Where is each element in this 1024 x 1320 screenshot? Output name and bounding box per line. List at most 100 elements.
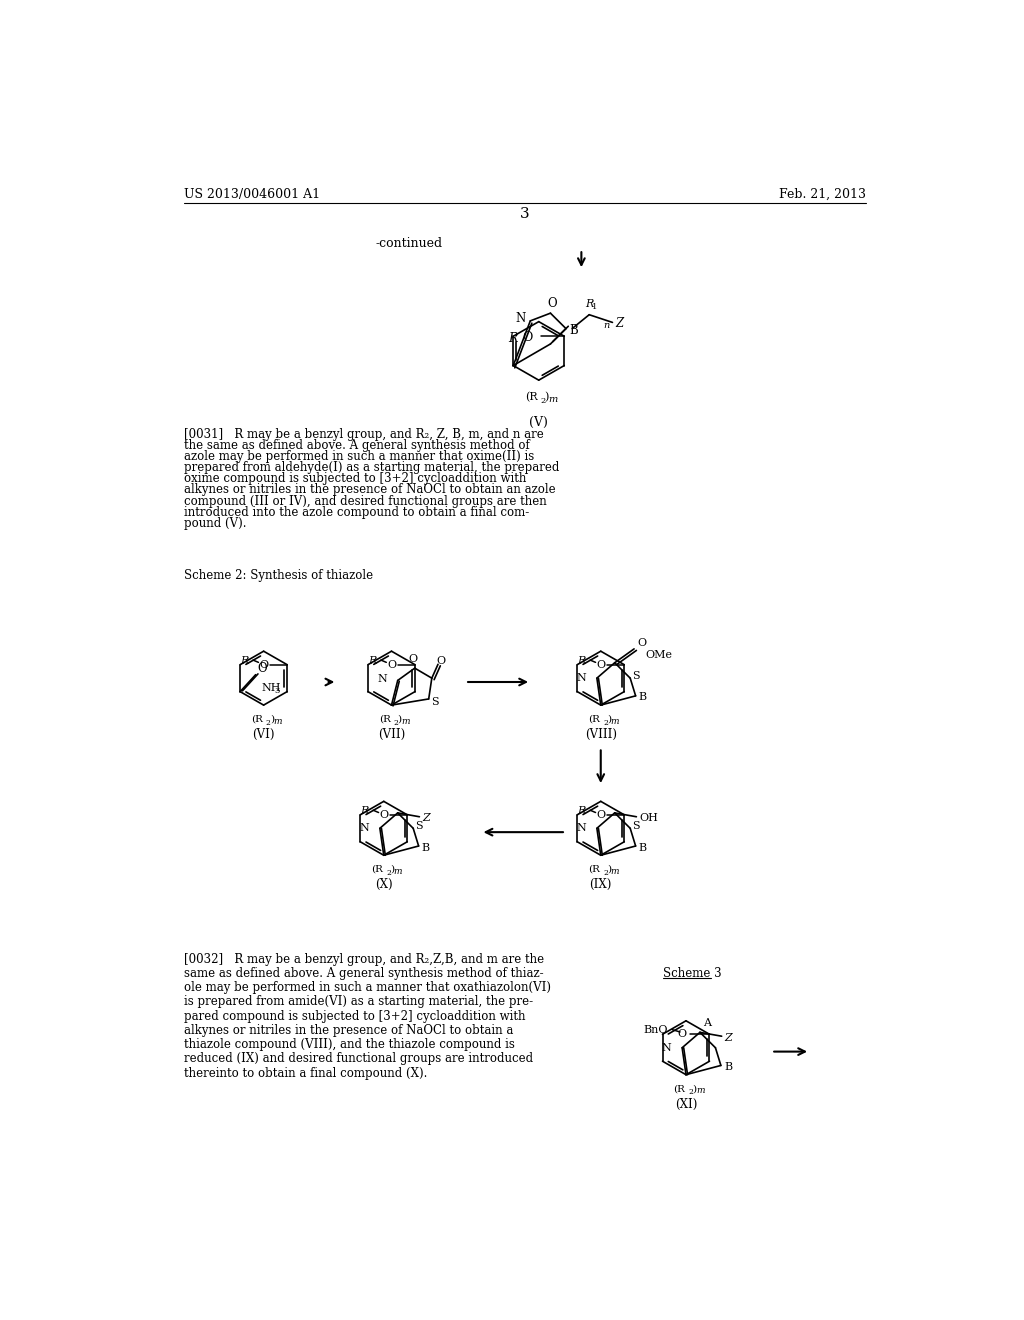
Text: the same as defined above. A general synthesis method of: the same as defined above. A general syn… [183,438,529,451]
Text: (X): (X) [375,878,392,891]
Text: introduced into the azole compound to obtain a final com-: introduced into the azole compound to ob… [183,506,529,519]
Text: Scheme 3: Scheme 3 [663,966,721,979]
Text: N: N [577,673,586,684]
Text: azole may be performed in such a manner that oxime(II) is: azole may be performed in such a manner … [183,450,535,463]
Text: 2: 2 [394,719,398,727]
Text: (R: (R [372,865,383,874]
Text: (R: (R [589,714,600,723]
Text: R: R [368,656,376,665]
Text: (R: (R [524,392,538,403]
Text: OMe: OMe [645,649,672,660]
Text: ): ) [270,714,274,723]
Text: O: O [257,663,267,675]
Text: 2: 2 [603,719,608,727]
Text: N: N [516,312,526,325]
Text: (R: (R [251,714,263,723]
Text: m: m [611,717,620,726]
Text: m: m [696,1086,705,1096]
Text: O: O [596,660,605,669]
Text: ): ) [692,1084,696,1093]
Text: thiazole compound (VIII), and the thiazole compound is: thiazole compound (VIII), and the thiazo… [183,1038,515,1051]
Text: thereinto to obtain a final compound (X).: thereinto to obtain a final compound (X)… [183,1067,427,1080]
Text: alkynes or nitriles in the presence of NaOCl to obtain a: alkynes or nitriles in the presence of N… [183,1024,513,1038]
Text: ): ) [607,865,611,874]
Text: (XI): (XI) [675,1097,697,1110]
Text: R: R [508,333,518,345]
Text: same as defined above. A general synthesis method of thiaz-: same as defined above. A general synthes… [183,968,544,979]
Text: 2: 2 [688,1089,693,1097]
Text: Scheme 2: Synthesis of thiazole: Scheme 2: Synthesis of thiazole [183,569,373,582]
Text: reduced (IX) and desired functional groups are introduced: reduced (IX) and desired functional grou… [183,1052,532,1065]
Text: m: m [611,867,620,876]
Text: 2: 2 [541,397,546,405]
Text: ): ) [390,865,394,874]
Text: [0032]   R may be a benzyl group, and R₂,Z,B, and m are the: [0032] R may be a benzyl group, and R₂,Z… [183,953,544,966]
Text: [0031]   R may be a benzyl group, and R₂, Z, B, m, and n are: [0031] R may be a benzyl group, and R₂, … [183,428,544,441]
Text: O: O [259,660,268,669]
Text: compound (III or IV), and desired functional groups are then: compound (III or IV), and desired functi… [183,495,547,508]
Text: Z: Z [725,1032,732,1043]
Text: S: S [633,671,640,681]
Text: -continued: -continued [376,236,443,249]
Text: Feb. 21, 2013: Feb. 21, 2013 [779,187,866,201]
Text: R: R [578,807,586,816]
Text: N: N [662,1043,672,1053]
Text: N: N [359,824,369,833]
Text: alkynes or nitriles in the presence of NaOCl to obtain an azole: alkynes or nitriles in the presence of N… [183,483,555,496]
Text: R: R [578,656,586,665]
Text: O: O [522,330,532,343]
Text: O: O [547,297,557,310]
Text: B: B [724,1063,732,1072]
Text: R: R [360,807,369,816]
Text: 2: 2 [386,869,391,876]
Text: is prepared from amide(VI) as a starting material, the pre-: is prepared from amide(VI) as a starting… [183,995,532,1008]
Text: pound (V).: pound (V). [183,517,247,529]
Text: N: N [577,824,586,833]
Text: S: S [431,697,438,708]
Text: (VII): (VII) [378,727,406,741]
Text: m: m [273,717,283,726]
Text: oxime compound is subjected to [3+2] cycloaddition with: oxime compound is subjected to [3+2] cyc… [183,473,526,486]
Text: R: R [586,298,594,309]
Text: B: B [422,842,430,853]
Text: ole may be performed in such a manner that oxathiazolon(VI): ole may be performed in such a manner th… [183,981,551,994]
Text: US 2013/0046001 A1: US 2013/0046001 A1 [183,187,319,201]
Text: (VIII): (VIII) [585,727,616,741]
Text: 3: 3 [274,686,280,694]
Text: B: B [639,693,647,702]
Text: (R: (R [589,865,600,874]
Text: (R: (R [674,1084,685,1093]
Text: O: O [436,656,445,667]
Text: m: m [394,867,402,876]
Text: 2: 2 [266,719,270,727]
Text: Z: Z [615,317,624,330]
Text: m: m [548,395,557,404]
Text: prepared from aldehyde(I) as a starting material, the prepared: prepared from aldehyde(I) as a starting … [183,461,559,474]
Text: O: O [677,1030,686,1039]
Text: n: n [603,321,609,330]
Text: (IX): (IX) [590,878,612,891]
Text: B: B [569,323,578,337]
Text: O: O [637,638,646,648]
Text: O: O [409,653,418,664]
Text: (VI): (VI) [252,727,274,741]
Text: O: O [380,810,388,820]
Text: 1: 1 [592,304,597,312]
Text: ): ) [544,392,549,403]
Text: OH: OH [640,813,658,824]
Text: BnO: BnO [643,1026,668,1035]
Text: pared compound is subjected to [3+2] cycloaddition with: pared compound is subjected to [3+2] cyc… [183,1010,525,1023]
Text: (R: (R [379,714,391,723]
Text: B: B [639,842,647,853]
Text: NH: NH [262,682,282,693]
Text: ): ) [397,714,401,723]
Text: (V): (V) [529,416,548,429]
Text: O: O [596,810,605,820]
Text: 2: 2 [603,869,608,876]
Text: m: m [401,717,410,726]
Text: N: N [377,675,387,684]
Text: S: S [633,821,640,832]
Text: S: S [416,821,423,832]
Text: O: O [387,660,396,669]
Text: 3: 3 [520,207,529,220]
